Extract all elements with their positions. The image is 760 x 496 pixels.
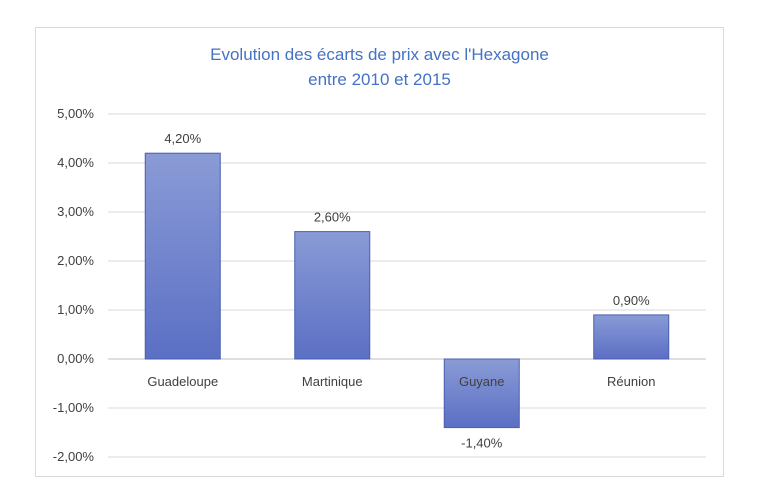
y-tick-label: -2,00%: [53, 449, 95, 464]
data-label: 0,90%: [613, 293, 650, 308]
category-label: Réunion: [607, 374, 655, 389]
data-label: 2,60%: [314, 210, 351, 225]
data-labels: 4,20% 2,60% -1,40% 0,90%: [164, 131, 650, 450]
y-axis-ticks: 5,00% 4,00% 3,00% 2,00% 1,00% 0,00% -1,00% -2,0…: [53, 106, 95, 464]
y-tick-label: 4,00%: [57, 155, 94, 170]
data-label: 4,20%: [164, 131, 201, 146]
chart-title-line-1: Evolution des écarts de prix avec l'Hexa…: [210, 45, 549, 64]
category-labels: Guadeloupe Martinique Guyane Réunion: [147, 374, 655, 389]
category-label: Guyane: [459, 374, 505, 389]
data-label: -1,40%: [461, 436, 503, 451]
bar: [144, 152, 221, 360]
y-tick-label: 2,00%: [57, 253, 94, 268]
y-tick-label: -1,00%: [53, 400, 95, 415]
y-tick-label: 3,00%: [57, 204, 94, 219]
y-tick-label: 1,00%: [57, 302, 94, 317]
chart-title: Evolution des écarts de prix avec l'Hexa…: [35, 42, 724, 92]
category-label: Martinique: [302, 374, 363, 389]
bar: [593, 314, 670, 360]
bar: [294, 231, 371, 360]
y-tick-label: 5,00%: [57, 106, 94, 121]
bar: [443, 358, 520, 429]
y-tick-label: 0,00%: [57, 351, 94, 366]
category-label: Guadeloupe: [147, 374, 218, 389]
chart-title-line-2: entre 2010 et 2015: [308, 70, 451, 89]
bars: [144, 152, 670, 429]
